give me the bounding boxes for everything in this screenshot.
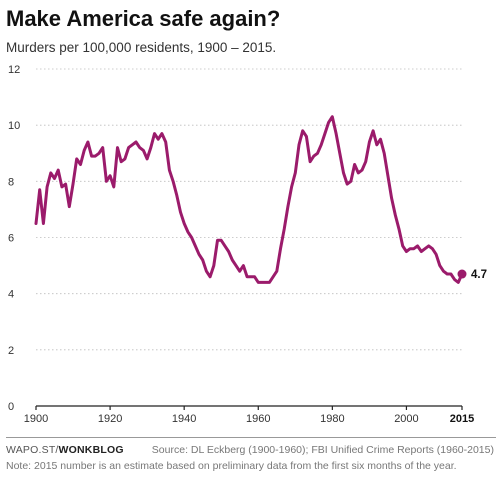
x-tick-label-2000: 2000: [394, 413, 418, 425]
x-tick-label-1960: 1960: [246, 413, 270, 425]
x-tick-label-1940: 1940: [172, 413, 196, 425]
source-note: Source: DL Eckberg (1900-1960); FBI Unif…: [151, 444, 494, 456]
x-tick-label-2015: 2015: [450, 413, 474, 425]
footer-divider: [6, 437, 496, 438]
y-tick-label-4: 4: [8, 289, 14, 301]
x-tick-label-1920: 1920: [98, 413, 122, 425]
brand-name: WONKBLOG: [58, 444, 124, 456]
y-tick-label-10: 10: [8, 120, 20, 132]
line-chart: 0 2 4 6 8 10 12 1900 1920 1940 1960 1980 2000 2015 4.7: [8, 64, 487, 425]
x-tick-label-1900: 1900: [24, 413, 48, 425]
endpoint-value-label: 4.7: [471, 269, 487, 281]
brand-prefix: WAPO.ST/: [6, 444, 59, 456]
y-tick-label-2: 2: [8, 345, 14, 357]
y-tick-label-6: 6: [8, 233, 14, 245]
chart-title: Make America safe again?: [6, 6, 281, 31]
series-line-0: [34, 115, 464, 284]
y-tick-label-12: 12: [8, 64, 20, 76]
endpoint-marker: [457, 269, 467, 279]
brand-credit: WAPO.ST/WONKBLOG: [6, 444, 124, 456]
y-tick-label-8: 8: [8, 176, 14, 188]
chart-subtitle: Murders per 100,000 residents, 1900 – 20…: [6, 40, 277, 55]
y-tick-label-0: 0: [8, 401, 14, 413]
x-tick-label-1980: 1980: [320, 413, 344, 425]
footnote: Note: 2015 number is an estimate based o…: [6, 460, 457, 472]
